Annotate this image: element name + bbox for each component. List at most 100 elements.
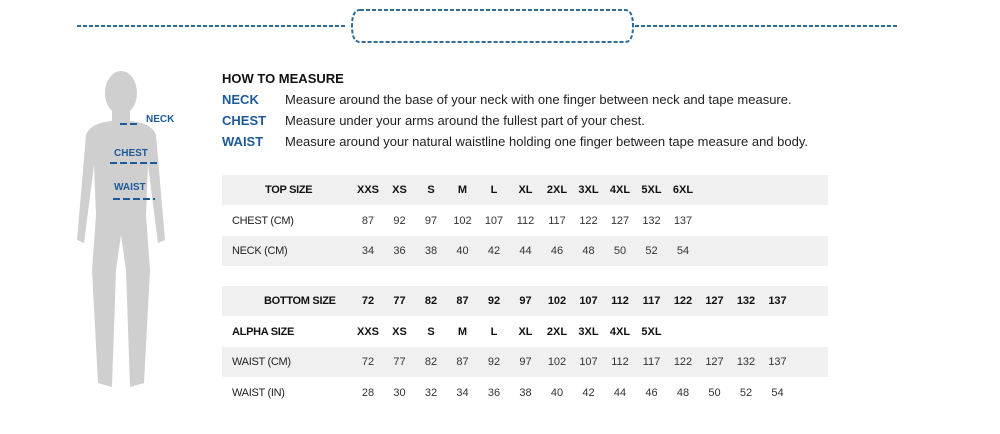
table-cell: 34 xyxy=(361,245,375,257)
table-cell: 97 xyxy=(519,295,532,307)
neck-label: NECK xyxy=(146,114,175,125)
table-cell: 48 xyxy=(582,245,595,257)
table-cell: 4XL xyxy=(609,184,631,196)
table-cell: L xyxy=(490,184,498,196)
table-cell: S xyxy=(427,184,435,196)
row-label: CHEST (CM) xyxy=(232,214,294,227)
table-cell: 92 xyxy=(393,214,406,227)
table-cell: 97 xyxy=(424,214,438,227)
table-cell: XXS xyxy=(356,184,379,196)
size-table-row: NECK (CM) 34 36 38 40 42 44 46 48 50 52 54 xyxy=(222,236,828,266)
table-cell: 48 xyxy=(676,386,690,399)
table-cell: 87 xyxy=(456,295,469,307)
table-cell: 117 xyxy=(548,214,566,227)
table-cell: S xyxy=(427,325,435,338)
table-cell: 122 xyxy=(673,295,693,307)
table-cell: 107 xyxy=(579,356,598,368)
table-cell: 40 xyxy=(456,245,469,257)
chest-label: CHEST xyxy=(114,148,148,159)
measure-text: Measure under your arms around the fulle… xyxy=(285,113,645,128)
table-cell: 112 xyxy=(611,295,629,307)
table-cell: 32 xyxy=(424,386,438,399)
header-divider-ornament xyxy=(77,9,897,43)
table-cell: 92 xyxy=(487,295,501,307)
table-cell: 72 xyxy=(361,356,375,368)
table-cell: 127 xyxy=(705,356,724,368)
how-to-measure-title: HOW TO MEASURE xyxy=(222,71,344,86)
measure-instruction: CHEST Measure under your arms around the … xyxy=(222,113,645,128)
table-cell: 137 xyxy=(768,295,787,307)
table-cell: M xyxy=(457,184,468,196)
table-cell: 127 xyxy=(705,295,724,307)
table-cell: 38 xyxy=(519,386,532,399)
size-table-row: TOP SIZE XXS XS S M L XL 2XL 3XL 4XL 5XL 6XL xyxy=(222,175,828,205)
table-cell: 82 xyxy=(424,295,438,307)
measure-text: Measure around your natural waistline ho… xyxy=(285,134,808,149)
table-cell: 132 xyxy=(736,356,756,368)
table-cell: 122 xyxy=(579,214,598,227)
table-cell: 50 xyxy=(613,245,627,257)
table-cell: 77 xyxy=(393,295,406,307)
measure-instruction: WAIST Measure around your natural waistli… xyxy=(222,134,808,149)
table-cell: 87 xyxy=(361,214,375,227)
table-cell: 28 xyxy=(361,386,375,399)
table-cell: 30 xyxy=(393,386,406,399)
table-cell: 112 xyxy=(611,356,629,368)
table-cell: 42 xyxy=(582,386,595,399)
table-cell: 137 xyxy=(768,356,787,368)
table-cell: 132 xyxy=(642,214,661,227)
table-cell: 137 xyxy=(673,214,693,227)
table-cell: 107 xyxy=(484,214,504,227)
row-label: WAIST (CM) xyxy=(232,356,291,368)
table-cell: 72 xyxy=(361,295,375,307)
table-cell: 2XL xyxy=(546,184,568,196)
table-cell: 92 xyxy=(487,356,501,368)
measure-instruction: NECK Measure around the base of your neck… xyxy=(222,92,792,107)
table-cell: M xyxy=(457,325,468,338)
size-table-row: WAIST (CM) 72 77 82 87 92 97 102 107 112 117 122 127… xyxy=(222,347,828,377)
table-cell: 112 xyxy=(516,214,535,227)
table-cell: 117 xyxy=(642,356,661,368)
table-cell: 2XL xyxy=(546,325,568,338)
measure-key: NECK xyxy=(222,92,259,107)
table-cell: 102 xyxy=(453,214,472,227)
size-table-row: ALPHA SIZE XXS XS S M L XL 2XL 3XL 4XL 5XL xyxy=(222,317,828,347)
table-cell: 82 xyxy=(424,356,438,368)
table-cell: XXS xyxy=(356,325,379,338)
table-cell: 44 xyxy=(613,386,627,399)
table-cell: 127 xyxy=(610,214,630,227)
table-cell: 50 xyxy=(708,386,721,399)
measure-key: CHEST xyxy=(222,113,267,128)
table-cell: 5XL xyxy=(641,325,662,338)
table-cell: 87 xyxy=(456,356,469,368)
table-cell: 107 xyxy=(579,295,598,307)
size-table-row: WAIST (IN) 28 30 32 34 36 38 40 42 44 46 48 50 52 54 xyxy=(222,378,828,408)
table-cell: 122 xyxy=(673,356,693,368)
row-label: WAIST (IN) xyxy=(232,386,285,399)
table-cell: 54 xyxy=(676,245,690,257)
row-label: TOP SIZE xyxy=(265,184,313,196)
measure-key: WAIST xyxy=(222,134,264,149)
table-cell: 97 xyxy=(519,356,532,368)
table-cell: 4XL xyxy=(609,325,631,338)
table-cell: 117 xyxy=(642,295,661,307)
table-cell: 46 xyxy=(550,245,564,257)
row-label: NECK (CM) xyxy=(232,245,288,257)
table-cell: 3XL xyxy=(578,325,599,338)
table-cell: 36 xyxy=(393,245,406,257)
table-cell: 46 xyxy=(645,386,658,399)
table-cell: XS xyxy=(392,325,407,338)
measure-text: Measure around the base of your neck wit… xyxy=(285,92,792,107)
waist-label: WAIST xyxy=(114,182,146,193)
row-label: BOTTOM SIZE xyxy=(264,295,336,307)
size-table-row: CHEST (CM) 87 92 97 102 107 112 117 122 127 132 137 xyxy=(222,206,828,236)
table-cell: 36 xyxy=(487,386,501,399)
table-cell: 54 xyxy=(771,386,784,399)
table-cell: L xyxy=(490,325,498,338)
table-cell: 5XL xyxy=(641,184,662,196)
body-silhouette xyxy=(77,71,165,387)
table-cell: 42 xyxy=(487,245,501,257)
table-cell: 132 xyxy=(736,295,756,307)
table-cell: 3XL xyxy=(578,184,599,196)
table-cell: 38 xyxy=(424,245,438,257)
